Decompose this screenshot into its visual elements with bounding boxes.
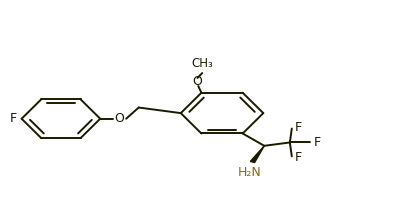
- Text: O: O: [114, 112, 124, 125]
- Text: F: F: [295, 121, 302, 134]
- Text: F: F: [314, 136, 321, 149]
- Text: O: O: [193, 75, 202, 88]
- Text: CH₃: CH₃: [191, 57, 213, 70]
- Text: F: F: [295, 151, 302, 164]
- Polygon shape: [250, 146, 264, 162]
- Text: H₂N: H₂N: [237, 166, 261, 179]
- Text: F: F: [9, 112, 17, 125]
